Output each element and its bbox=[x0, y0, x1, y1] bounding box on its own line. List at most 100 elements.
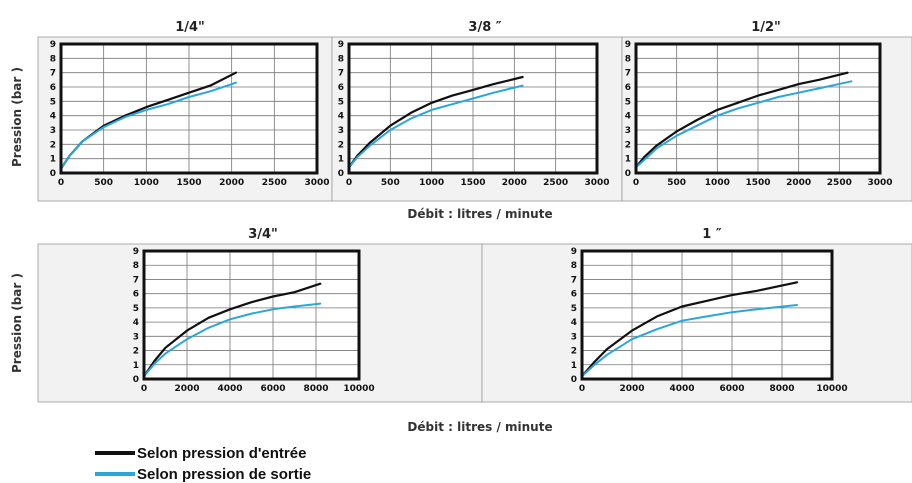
x-tick-label: 4000 bbox=[217, 384, 242, 394]
y-axis-label-bottom: Pression (bar ) bbox=[10, 273, 24, 373]
chart-panel-4: 0 1 2 3 4 5 6 7 8 9 0 2000 4000 6000 8000 10000 bbox=[481, 243, 912, 403]
chart-title-3-8: 3/8 ″ bbox=[468, 20, 501, 35]
y-tick-label: 3 bbox=[625, 126, 631, 136]
x-tick-label: 1000 bbox=[419, 178, 444, 188]
series-line-outlet bbox=[581, 304, 798, 378]
y-tick-label: 0 bbox=[571, 375, 577, 385]
x-tick-label: 6000 bbox=[260, 384, 285, 394]
series-line-outlet bbox=[635, 80, 853, 169]
y-tick-label: 6 bbox=[133, 290, 139, 300]
chart-panel-1: 0 1 2 3 4 5 6 7 8 9 0 500 1000 1500 2000 2500 3000 bbox=[331, 36, 623, 202]
series-line-outlet bbox=[348, 84, 524, 169]
y-tick-label: 4 bbox=[50, 112, 56, 122]
x-tick-label: 1500 bbox=[176, 178, 201, 188]
y-tick-label: 3 bbox=[571, 332, 577, 342]
x-tick-label: 3000 bbox=[867, 178, 892, 188]
y-tick-label: 8 bbox=[50, 54, 56, 64]
y-tick-label: 7 bbox=[50, 69, 56, 79]
x-tick-label: 0 bbox=[633, 178, 639, 188]
x-tick-label: 1500 bbox=[460, 178, 485, 188]
y-tick-label: 0 bbox=[625, 169, 631, 179]
chart-panel-2: 0 1 2 3 4 5 6 7 8 9 0 500 1000 1500 2000 2500 3000 bbox=[621, 36, 912, 202]
y-tick-label: 0 bbox=[50, 169, 56, 179]
x-tick-label: 0 bbox=[579, 384, 585, 394]
plot-frame bbox=[59, 42, 319, 175]
y-tick-label: 8 bbox=[571, 261, 577, 271]
y-tick-label: 4 bbox=[571, 318, 577, 328]
x-tick-label: 3000 bbox=[304, 178, 329, 188]
y-tick-label: 1 bbox=[625, 155, 631, 165]
y-tick-label: 4 bbox=[338, 112, 344, 122]
plot-area bbox=[144, 251, 359, 379]
x-tick-label: 2000 bbox=[502, 178, 527, 188]
series-line-inlet bbox=[634, 71, 849, 169]
chart-title-1: 1 ″ bbox=[702, 227, 722, 242]
y-tick-label: 4 bbox=[625, 112, 631, 122]
y-tick-label: 6 bbox=[338, 83, 344, 93]
y-tick-label: 0 bbox=[338, 169, 344, 179]
y-tick-label: 3 bbox=[338, 126, 344, 136]
plot-frame bbox=[580, 249, 834, 381]
legend-label-outlet: Selon pression de sortie bbox=[137, 466, 311, 483]
chart-title-3-4: 3/4" bbox=[248, 227, 278, 242]
y-tick-label: 6 bbox=[571, 290, 577, 300]
x-tick-label: 1500 bbox=[745, 178, 770, 188]
y-tick-label: 9 bbox=[338, 40, 344, 50]
x-tick-label: 0 bbox=[58, 178, 64, 188]
y-tick-label: 1 bbox=[338, 155, 344, 165]
x-tick-label: 10000 bbox=[816, 384, 847, 394]
x-tick-label: 6000 bbox=[719, 384, 744, 394]
y-tick-label: 9 bbox=[50, 40, 56, 50]
plot-area bbox=[582, 251, 832, 379]
y-tick-label: 5 bbox=[133, 304, 139, 314]
y-axis-label-top: Pression (bar ) bbox=[10, 67, 24, 167]
y-tick-label: 5 bbox=[625, 97, 631, 107]
y-tick-label: 9 bbox=[625, 40, 631, 50]
x-tick-label: 0 bbox=[141, 384, 147, 394]
y-tick-label: 8 bbox=[625, 54, 631, 64]
y-tick-label: 6 bbox=[625, 83, 631, 93]
x-tick-label: 2000 bbox=[174, 384, 199, 394]
x-tick-label: 1000 bbox=[134, 178, 159, 188]
x-tick-label: 2500 bbox=[827, 178, 852, 188]
x-tick-label: 2500 bbox=[262, 178, 287, 188]
series-line-inlet bbox=[142, 282, 322, 378]
x-tick-label: 500 bbox=[667, 178, 686, 188]
x-tick-label: 2000 bbox=[786, 178, 811, 188]
y-tick-label: 9 bbox=[133, 247, 139, 257]
x-tick-label: 8000 bbox=[303, 384, 328, 394]
y-tick-label: 1 bbox=[133, 361, 139, 371]
series-line-inlet bbox=[580, 281, 799, 378]
y-tick-label: 7 bbox=[571, 275, 577, 285]
series-line-outlet bbox=[60, 81, 237, 170]
chart-title-1-2: 1/2" bbox=[751, 20, 781, 35]
y-tick-label: 7 bbox=[338, 69, 344, 79]
chart-panel-0: 0 1 2 3 4 5 6 7 8 9 0 500 1000 1500 2000 2500 3000 bbox=[37, 36, 333, 202]
y-tick-label: 1 bbox=[50, 155, 56, 165]
y-tick-label: 6 bbox=[50, 83, 56, 93]
x-tick-label: 4000 bbox=[669, 384, 694, 394]
x-axis-label-top: Débit : litres / minute bbox=[407, 207, 552, 221]
y-tick-label: 8 bbox=[338, 54, 344, 64]
x-tick-label: 3000 bbox=[584, 178, 609, 188]
plot-frame bbox=[634, 42, 882, 175]
y-tick-label: 4 bbox=[133, 318, 139, 328]
y-tick-label: 7 bbox=[625, 69, 631, 79]
x-tick-label: 1000 bbox=[705, 178, 730, 188]
y-tick-label: 3 bbox=[133, 332, 139, 342]
y-tick-label: 2 bbox=[571, 347, 577, 357]
x-tick-label: 2000 bbox=[219, 178, 244, 188]
chart-panel-3: 0 1 2 3 4 5 6 7 8 9 0 2000 4000 6000 8000 10000 bbox=[37, 243, 483, 403]
y-tick-label: 0 bbox=[133, 375, 139, 385]
y-tick-label: 5 bbox=[50, 97, 56, 107]
x-tick-label: 2000 bbox=[619, 384, 644, 394]
y-tick-label: 1 bbox=[571, 361, 577, 371]
y-tick-label: 2 bbox=[338, 140, 344, 150]
y-tick-label: 7 bbox=[133, 275, 139, 285]
chart-title-1-4: 1/4" bbox=[175, 20, 205, 35]
y-tick-label: 5 bbox=[338, 97, 344, 107]
plot-frame bbox=[142, 249, 361, 381]
plot-frame bbox=[347, 42, 599, 175]
